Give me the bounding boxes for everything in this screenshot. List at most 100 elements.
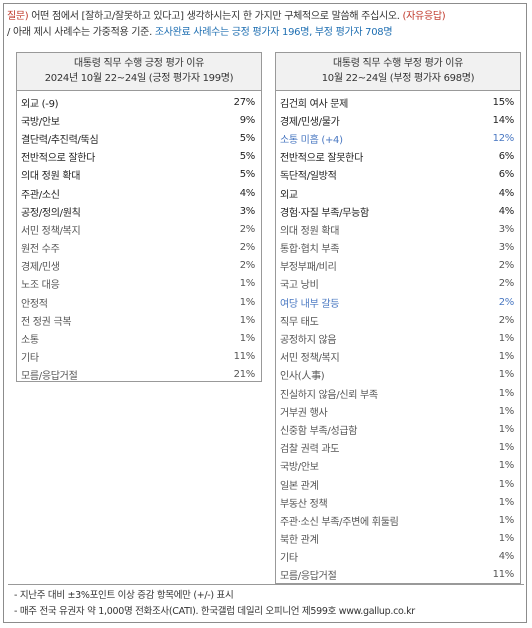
reason-percent: 4% xyxy=(239,187,256,199)
reason-label: 소통 미흡 (+4) xyxy=(280,134,343,146)
reason-percent: 2% xyxy=(239,242,256,254)
reason-percent: 1% xyxy=(498,333,515,345)
reason-percent: 1% xyxy=(239,278,256,290)
reason-percent: 27% xyxy=(233,96,256,108)
table-row: 경제/민생/물가 14% xyxy=(276,111,520,129)
table-row: 소통 1% xyxy=(17,329,261,347)
reason-label: 검찰 권력 과도 xyxy=(280,444,340,456)
table-row: 모름/응답거절 11% xyxy=(276,566,520,584)
reason-label: 인사(人事) xyxy=(280,371,325,383)
table-row: 기타 11% xyxy=(17,348,261,366)
table-row: 검찰 권력 과도 1% xyxy=(276,439,520,457)
reason-label: 경제/민생/물가 xyxy=(280,116,340,128)
reason-label: 신중함 부족/성급함 xyxy=(280,425,358,437)
reason-percent: 3% xyxy=(498,242,515,254)
reason-label: 통합·협치 부족 xyxy=(280,244,340,256)
positive-table-title: 대통령 직무 수행 긍정 평가 이유 xyxy=(73,58,205,69)
reason-label: 서민 정책/복지 xyxy=(21,225,81,237)
table-row: 원전 수주 2% xyxy=(17,239,261,257)
positive-rows: 외교 (-9) 27% 국방/안보 9% 결단력/추진력/뚝심 5% 전반적으로 잘한다 5%… xyxy=(17,91,261,384)
negative-table-title: 대통령 직무 수행 부정 평가 이유 xyxy=(332,58,464,69)
reason-percent: 1% xyxy=(239,296,256,308)
table-row: 기타 4% xyxy=(276,548,520,566)
negative-reasons-table: 대통령 직무 수행 부정 평가 이유 10월 22~24일 (부정 평가자 69… xyxy=(275,52,521,584)
reason-label: 독단적/일방적 xyxy=(280,171,337,183)
reason-percent: 2% xyxy=(239,260,256,272)
reason-percent: 3% xyxy=(239,205,256,217)
table-row: 안정적 1% xyxy=(17,293,261,311)
reason-percent: 5% xyxy=(239,151,256,163)
table-row: 결단력/추진력/뚝심 5% xyxy=(17,129,261,147)
reason-percent: 11% xyxy=(233,351,256,363)
reason-label: 의대 정원 확대 xyxy=(21,171,81,183)
reason-label: 서민 정책/복지 xyxy=(280,353,340,365)
reason-percent: 2% xyxy=(239,223,256,235)
question-tag: 질문) xyxy=(7,11,29,22)
table-row: 의대 정원 확대 3% xyxy=(276,220,520,238)
reason-percent: 1% xyxy=(498,351,515,363)
reason-percent: 1% xyxy=(498,496,515,508)
reason-percent: 14% xyxy=(492,114,515,126)
footer-notes: - 지난주 대비 ±3%포인트 이상 증감 항목에만 (+/-) 표시 - 매주… xyxy=(14,588,524,620)
reason-label: 일본 관계 xyxy=(280,480,319,492)
reason-label: 국방/안보 xyxy=(280,462,319,474)
table-row: 서민 정책/복지 1% xyxy=(276,348,520,366)
reason-percent: 11% xyxy=(492,569,515,581)
table-row: 서민 정책/복지 2% xyxy=(17,220,261,238)
reason-label: 외교 (-9) xyxy=(21,98,59,110)
table-row: 김건희 여사 문제 15% xyxy=(276,93,520,111)
negative-rows: 김건희 여사 문제 15% 경제/민생/물가 14% 소통 미흡 (+4) 12% 전반적으… xyxy=(276,91,520,584)
negative-table-subtitle: 10월 22~24일 (부정 평가자 698명) xyxy=(321,73,475,84)
reason-percent: 2% xyxy=(498,296,515,308)
table-row: 주관·소신 부족/주변에 휘둘림 1% xyxy=(276,511,520,529)
table-row: 노조 대응 1% xyxy=(17,275,261,293)
positive-table-subtitle: 2024년 10월 22~24일 (긍정 평가자 199명) xyxy=(44,73,234,84)
table-row: 공정/정의/원칙 3% xyxy=(17,202,261,220)
reason-label: 전반적으로 잘한다 xyxy=(21,153,96,165)
reason-percent: 5% xyxy=(239,169,256,181)
reason-label: 외교 xyxy=(280,189,298,201)
reason-label: 부동산 정책 xyxy=(280,498,328,510)
table-row: 국방/안보 9% xyxy=(17,111,261,129)
reason-percent: 15% xyxy=(492,96,515,108)
reason-percent: 2% xyxy=(498,260,515,272)
table-row: 전반적으로 잘한다 5% xyxy=(17,148,261,166)
answer-type: (자유응답) xyxy=(402,11,446,22)
table-row: 전반적으로 잘못한다 6% xyxy=(276,148,520,166)
reason-label: 국고 낭비 xyxy=(280,280,319,292)
reason-percent: 1% xyxy=(498,533,515,545)
sample-note: 조사완료 사례수는 긍정 평가자 196명, 부정 평가자 708명 xyxy=(154,27,393,38)
footer-divider xyxy=(8,584,524,585)
reason-label: 모름/응답거절 xyxy=(280,571,337,583)
table-row: 거부권 행사 1% xyxy=(276,402,520,420)
table-row: 경제/민생 2% xyxy=(17,257,261,275)
reason-label: 북한 관계 xyxy=(280,535,319,547)
table-row: 국방/안보 1% xyxy=(276,457,520,475)
report-frame: 질문) 어떤 점에서 [잘하고/잘못하고 있다고] 생각하시는지 한 가지만 구… xyxy=(3,3,527,623)
reason-label: 여당 내부 갈등 xyxy=(280,298,340,310)
table-row: 부정부패/비리 2% xyxy=(276,257,520,275)
table-row: 인사(人事) 1% xyxy=(276,366,520,384)
reason-label: 결단력/추진력/뚝심 xyxy=(21,134,99,146)
table-row: 국고 낭비 2% xyxy=(276,275,520,293)
question-line1: 어떤 점에서 [잘하고/잘못하고 있다고] 생각하시는지 한 가지만 구체적으로… xyxy=(28,11,400,22)
reason-percent: 1% xyxy=(498,460,515,472)
reason-percent: 6% xyxy=(498,151,515,163)
reason-percent: 9% xyxy=(239,114,256,126)
reason-label: 김건희 여사 문제 xyxy=(280,98,349,110)
reason-label: 직무 태도 xyxy=(280,316,319,328)
reason-label: 소통 xyxy=(21,335,39,347)
reason-percent: 1% xyxy=(239,333,256,345)
table-row: 여당 내부 갈등 2% xyxy=(276,293,520,311)
reason-label: 공정하지 않음 xyxy=(280,335,337,347)
reason-percent: 1% xyxy=(498,478,515,490)
reason-percent: 12% xyxy=(492,132,515,144)
reason-label: 노조 대응 xyxy=(21,280,60,292)
reason-label: 의대 정원 확대 xyxy=(280,225,340,237)
reason-label: 경험·자질 부족/무능함 xyxy=(280,207,369,219)
reason-percent: 2% xyxy=(498,278,515,290)
reason-label: 모름/응답거절 xyxy=(21,371,78,383)
table-row: 독단적/일방적 6% xyxy=(276,166,520,184)
reason-label: 공정/정의/원칙 xyxy=(21,207,81,219)
reason-percent: 4% xyxy=(498,551,515,563)
